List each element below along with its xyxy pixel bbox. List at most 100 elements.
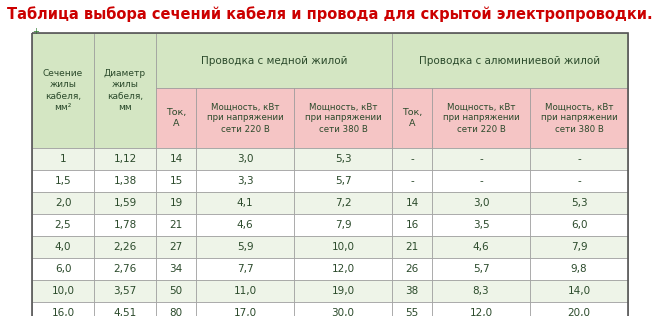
Text: 2,26: 2,26: [114, 242, 137, 252]
Bar: [156, 192, 196, 214]
Text: 80: 80: [170, 308, 183, 316]
Text: -: -: [479, 176, 483, 186]
Bar: [94, 170, 156, 192]
Text: 21: 21: [170, 220, 183, 230]
Text: Ток,
А: Ток, А: [402, 108, 422, 128]
Bar: [32, 170, 94, 192]
Bar: [530, 302, 628, 316]
Bar: [196, 88, 294, 148]
Text: 19,0: 19,0: [331, 286, 354, 296]
Bar: [32, 302, 94, 316]
Text: 14: 14: [405, 198, 418, 208]
Text: 9,8: 9,8: [571, 264, 587, 274]
Bar: [196, 214, 294, 236]
Text: -: -: [577, 154, 581, 164]
Text: 7,2: 7,2: [335, 198, 351, 208]
Bar: [196, 302, 294, 316]
Text: 16,0: 16,0: [51, 308, 75, 316]
Bar: [294, 170, 392, 192]
Bar: [156, 214, 196, 236]
Text: Диаметр
жилы
кабеля,
мм: Диаметр жилы кабеля, мм: [104, 69, 146, 112]
Text: 2,0: 2,0: [55, 198, 71, 208]
Text: 12,0: 12,0: [469, 308, 492, 316]
Text: Ток,
А: Ток, А: [166, 108, 186, 128]
Text: 5,3: 5,3: [335, 154, 351, 164]
Bar: [530, 236, 628, 258]
Bar: [156, 236, 196, 258]
Text: 1,59: 1,59: [114, 198, 137, 208]
Bar: [94, 192, 156, 214]
Bar: [530, 214, 628, 236]
Bar: [392, 214, 432, 236]
Bar: [392, 236, 432, 258]
Bar: [94, 33, 156, 148]
Text: 19: 19: [170, 198, 183, 208]
Bar: [94, 280, 156, 302]
Text: 10,0: 10,0: [51, 286, 75, 296]
Text: 7,7: 7,7: [237, 264, 253, 274]
Text: 1: 1: [59, 154, 66, 164]
Text: 5,7: 5,7: [335, 176, 351, 186]
Bar: [294, 88, 392, 148]
Text: Мощность, кВт
при напряжении
сети 220 В: Мощность, кВт при напряжении сети 220 В: [443, 102, 519, 134]
Bar: [432, 192, 530, 214]
Text: 50: 50: [170, 286, 183, 296]
Bar: [294, 258, 392, 280]
Bar: [294, 280, 392, 302]
Bar: [392, 302, 432, 316]
Text: 34: 34: [170, 264, 183, 274]
Text: 5,7: 5,7: [473, 264, 489, 274]
Bar: [432, 280, 530, 302]
Text: 3,57: 3,57: [114, 286, 137, 296]
Bar: [432, 236, 530, 258]
Text: 2,5: 2,5: [55, 220, 71, 230]
Text: Проводка с медной жилой: Проводка с медной жилой: [201, 56, 347, 65]
Text: 3,3: 3,3: [237, 176, 253, 186]
Text: -: -: [577, 176, 581, 186]
Bar: [432, 214, 530, 236]
Text: 1,38: 1,38: [114, 176, 137, 186]
Text: 26: 26: [405, 264, 418, 274]
Bar: [392, 192, 432, 214]
Bar: [196, 280, 294, 302]
Bar: [156, 33, 392, 88]
Text: 30,0: 30,0: [331, 308, 354, 316]
Bar: [196, 148, 294, 170]
Text: 8,3: 8,3: [473, 286, 489, 296]
Bar: [432, 148, 530, 170]
Bar: [156, 148, 196, 170]
Bar: [156, 170, 196, 192]
Bar: [94, 258, 156, 280]
Text: 21: 21: [405, 242, 418, 252]
Bar: [392, 88, 432, 148]
Text: 38: 38: [405, 286, 418, 296]
Bar: [94, 214, 156, 236]
Text: 17,0: 17,0: [234, 308, 257, 316]
Bar: [294, 192, 392, 214]
Bar: [32, 236, 94, 258]
Text: +: +: [32, 27, 39, 36]
Text: 4,51: 4,51: [114, 308, 137, 316]
Bar: [32, 258, 94, 280]
Bar: [530, 192, 628, 214]
Text: 4,6: 4,6: [237, 220, 253, 230]
Text: Сечение
жилы
кабеля,
мм²: Сечение жилы кабеля, мм²: [43, 69, 83, 112]
Text: 14: 14: [170, 154, 183, 164]
Text: 15: 15: [170, 176, 183, 186]
Bar: [196, 170, 294, 192]
Bar: [294, 214, 392, 236]
Text: 1,5: 1,5: [55, 176, 71, 186]
Bar: [530, 258, 628, 280]
Text: Мощность, кВт
при напряжении
сети 380 В: Мощность, кВт при напряжении сети 380 В: [541, 102, 617, 134]
Text: Проводка с алюминиевой жилой: Проводка с алюминиевой жилой: [420, 56, 601, 65]
Bar: [294, 302, 392, 316]
Text: 12,0: 12,0: [331, 264, 354, 274]
Text: 3,0: 3,0: [473, 198, 489, 208]
Text: 14,0: 14,0: [568, 286, 591, 296]
Bar: [94, 148, 156, 170]
Bar: [32, 214, 94, 236]
Text: Таблица выбора сечений кабеля и провода для скрытой электропроводки.: Таблица выбора сечений кабеля и провода …: [7, 6, 653, 22]
Text: 6,0: 6,0: [571, 220, 587, 230]
Text: 11,0: 11,0: [234, 286, 257, 296]
Bar: [156, 280, 196, 302]
